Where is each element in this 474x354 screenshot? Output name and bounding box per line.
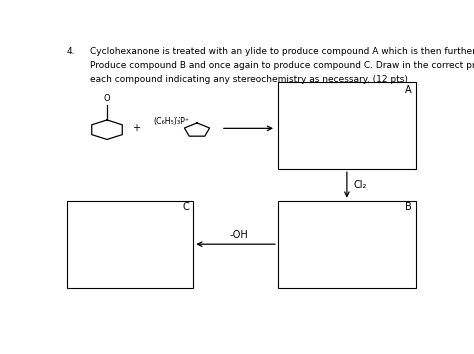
Bar	[278, 201, 416, 288]
Text: ···: ···	[175, 113, 184, 123]
Text: Produce compound B and once again to produce compound C. Draw in the correct pro: Produce compound B and once again to pro…	[91, 61, 474, 70]
Text: O: O	[104, 94, 110, 103]
Text: C: C	[183, 202, 190, 212]
Text: Cyclohexanone is treated with an ylide to produce compound A which is then furth: Cyclohexanone is treated with an ylide t…	[91, 47, 474, 56]
Bar	[278, 82, 416, 169]
Text: B: B	[405, 202, 412, 212]
Text: 4.: 4.	[66, 47, 75, 56]
Text: A: A	[405, 85, 412, 95]
Text: (C₆H₅)₃P⁺: (C₆H₅)₃P⁺	[153, 116, 189, 126]
Text: -OH: -OH	[229, 230, 248, 240]
Text: Cl₂: Cl₂	[353, 180, 366, 190]
Bar	[66, 201, 193, 288]
Text: +: +	[132, 123, 140, 133]
Text: each compound indicating any stereochemistry as necessary. (12 pts): each compound indicating any stereochemi…	[91, 75, 408, 84]
